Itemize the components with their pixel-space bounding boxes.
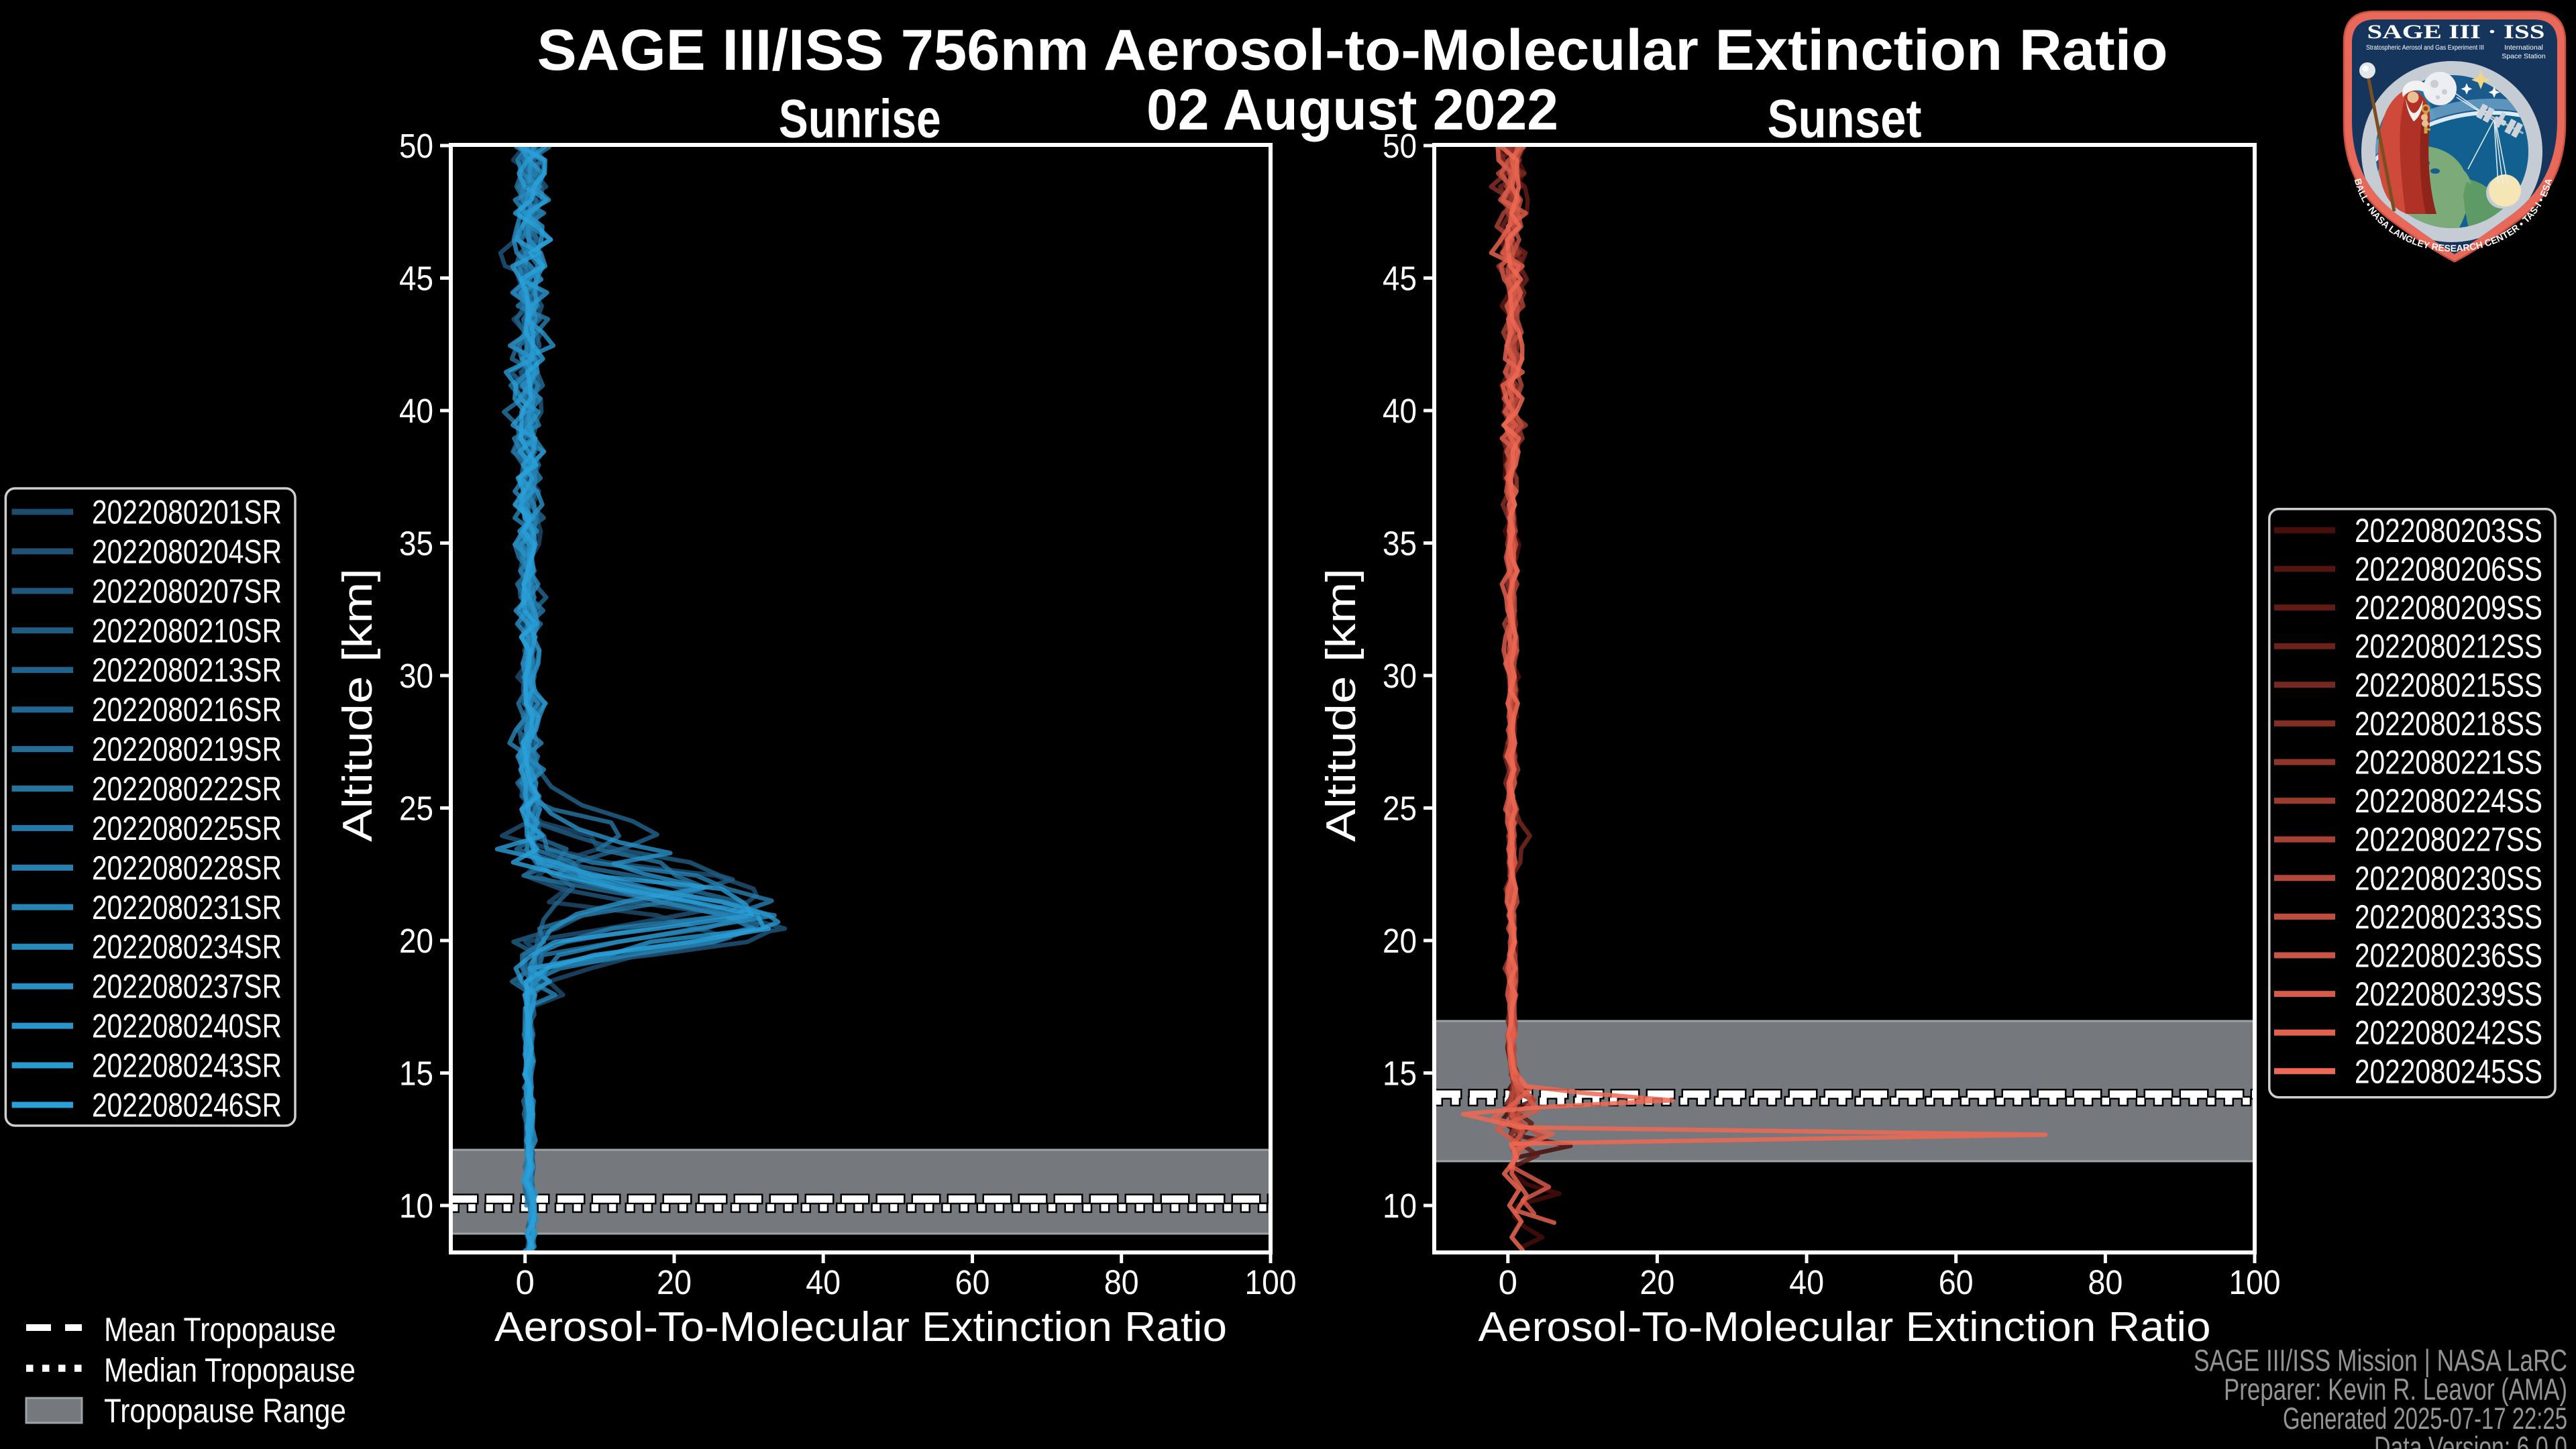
svg-text:2022080227SS: 2022080227SS — [2355, 821, 2542, 859]
svg-text:2022080204SR: 2022080204SR — [92, 533, 282, 570]
svg-text:30: 30 — [1383, 657, 1417, 695]
svg-text:2022080230SS: 2022080230SS — [2355, 859, 2542, 897]
svg-text:15: 15 — [399, 1055, 433, 1093]
svg-text:Generated 2025-07-17 22:25: Generated 2025-07-17 22:25 — [2283, 1401, 2567, 1436]
svg-text:100: 100 — [1245, 1263, 1297, 1301]
svg-text:Mean Tropopause: Mean Tropopause — [104, 1311, 336, 1348]
svg-text:30: 30 — [399, 657, 433, 695]
svg-text:20: 20 — [657, 1263, 692, 1301]
svg-text:2022080218SS: 2022080218SS — [2355, 705, 2542, 743]
svg-text:2022080215SS: 2022080215SS — [2355, 666, 2542, 704]
svg-text:45: 45 — [399, 260, 433, 298]
svg-text:40: 40 — [1383, 392, 1417, 430]
svg-text:2022080219SR: 2022080219SR — [92, 731, 282, 768]
svg-text:2022080239SS: 2022080239SS — [2355, 975, 2542, 1013]
svg-text:45: 45 — [1383, 260, 1417, 298]
svg-text:02 August 2022: 02 August 2022 — [1146, 78, 1558, 142]
svg-text:SAGE III · ISS: SAGE III · ISS — [2367, 21, 2545, 43]
svg-text:SAGE III/ISS 756nm Aerosol-to-: SAGE III/ISS 756nm Aerosol-to-Molecular … — [537, 18, 2168, 83]
svg-text:International: International — [2504, 44, 2543, 52]
svg-text:80: 80 — [2088, 1263, 2123, 1301]
svg-text:Data Version: 6.0.0: Data Version: 6.0.0 — [2374, 1430, 2567, 1449]
svg-text:0: 0 — [1499, 1263, 1517, 1301]
svg-text:60: 60 — [955, 1263, 990, 1301]
svg-text:15: 15 — [1383, 1055, 1417, 1093]
svg-text:2022080234SR: 2022080234SR — [92, 928, 282, 966]
svg-text:2022080210SR: 2022080210SR — [92, 612, 282, 649]
svg-text:2022080212SS: 2022080212SS — [2355, 628, 2542, 665]
svg-text:Aerosol-To-Molecular Extinctio: Aerosol-To-Molecular Extinction Ratio — [494, 1304, 1227, 1350]
svg-text:2022080231SR: 2022080231SR — [92, 889, 282, 926]
svg-text:60: 60 — [1939, 1263, 1974, 1301]
svg-text:40: 40 — [1789, 1263, 1824, 1301]
svg-text:2022080216SR: 2022080216SR — [92, 691, 282, 729]
svg-text:25: 25 — [399, 790, 433, 828]
svg-text:2022080246SR: 2022080246SR — [92, 1087, 282, 1124]
svg-text:Altitude [km]: Altitude [km] — [1318, 568, 1364, 842]
svg-text:2022080201SR: 2022080201SR — [92, 494, 282, 531]
svg-text:Aerosol-To-Molecular Extinctio: Aerosol-To-Molecular Extinction Ratio — [1479, 1304, 2211, 1350]
svg-text:2022080209SS: 2022080209SS — [2355, 589, 2542, 627]
svg-text:2022080240SR: 2022080240SR — [92, 1008, 282, 1045]
svg-text:2022080242SS: 2022080242SS — [2355, 1014, 2542, 1052]
svg-text:20: 20 — [399, 922, 433, 960]
svg-text:Stratospheric Aerosol and Gas: Stratospheric Aerosol and Gas Experiment… — [2366, 44, 2484, 52]
svg-text:35: 35 — [1383, 525, 1417, 563]
svg-text:Sunrise: Sunrise — [779, 89, 941, 150]
svg-text:2022080233SS: 2022080233SS — [2355, 898, 2542, 936]
svg-text:10: 10 — [1383, 1187, 1417, 1225]
svg-text:2022080213SR: 2022080213SR — [92, 651, 282, 689]
svg-text:Tropopause Range: Tropopause Range — [104, 1392, 346, 1430]
svg-text:20: 20 — [1383, 922, 1417, 960]
svg-text:2022080221SS: 2022080221SS — [2355, 744, 2542, 782]
svg-text:2022080243SR: 2022080243SR — [92, 1047, 282, 1085]
svg-text:10: 10 — [399, 1187, 433, 1225]
svg-text:40: 40 — [806, 1263, 841, 1301]
svg-text:Median Tropopause: Median Tropopause — [104, 1351, 356, 1389]
svg-text:35: 35 — [399, 525, 433, 563]
svg-text:2022080237SR: 2022080237SR — [92, 968, 282, 1006]
svg-text:80: 80 — [1104, 1263, 1139, 1301]
svg-text:Altitude [km]: Altitude [km] — [335, 568, 381, 842]
svg-text:40: 40 — [399, 392, 433, 430]
svg-text:20: 20 — [1640, 1263, 1674, 1301]
svg-text:2022080206SS: 2022080206SS — [2355, 551, 2542, 588]
svg-text:2022080228SR: 2022080228SR — [92, 849, 282, 887]
svg-text:SAGE III/ISS Mission | NASA La: SAGE III/ISS Mission | NASA LaRC — [2194, 1344, 2567, 1378]
svg-text:2022080236SS: 2022080236SS — [2355, 937, 2542, 975]
svg-text:Preparer: Kevin R. Leavor (AMA: Preparer: Kevin R. Leavor (AMA) — [2224, 1373, 2567, 1407]
svg-text:2022080224SS: 2022080224SS — [2355, 782, 2542, 820]
svg-text:100: 100 — [2229, 1263, 2281, 1301]
svg-text:0: 0 — [516, 1263, 535, 1301]
svg-text:25: 25 — [1383, 790, 1417, 828]
svg-text:2022080222SR: 2022080222SR — [92, 770, 282, 808]
svg-text:50: 50 — [399, 127, 433, 165]
svg-text:50: 50 — [1383, 127, 1417, 165]
svg-text:2022080207SR: 2022080207SR — [92, 572, 282, 610]
svg-text:2022080245SS: 2022080245SS — [2355, 1053, 2542, 1090]
svg-text:2022080203SS: 2022080203SS — [2355, 512, 2542, 549]
svg-text:2022080225SR: 2022080225SR — [92, 810, 282, 847]
svg-text:Sunset: Sunset — [1768, 89, 1922, 150]
svg-text:Space Station: Space Station — [2502, 52, 2546, 60]
